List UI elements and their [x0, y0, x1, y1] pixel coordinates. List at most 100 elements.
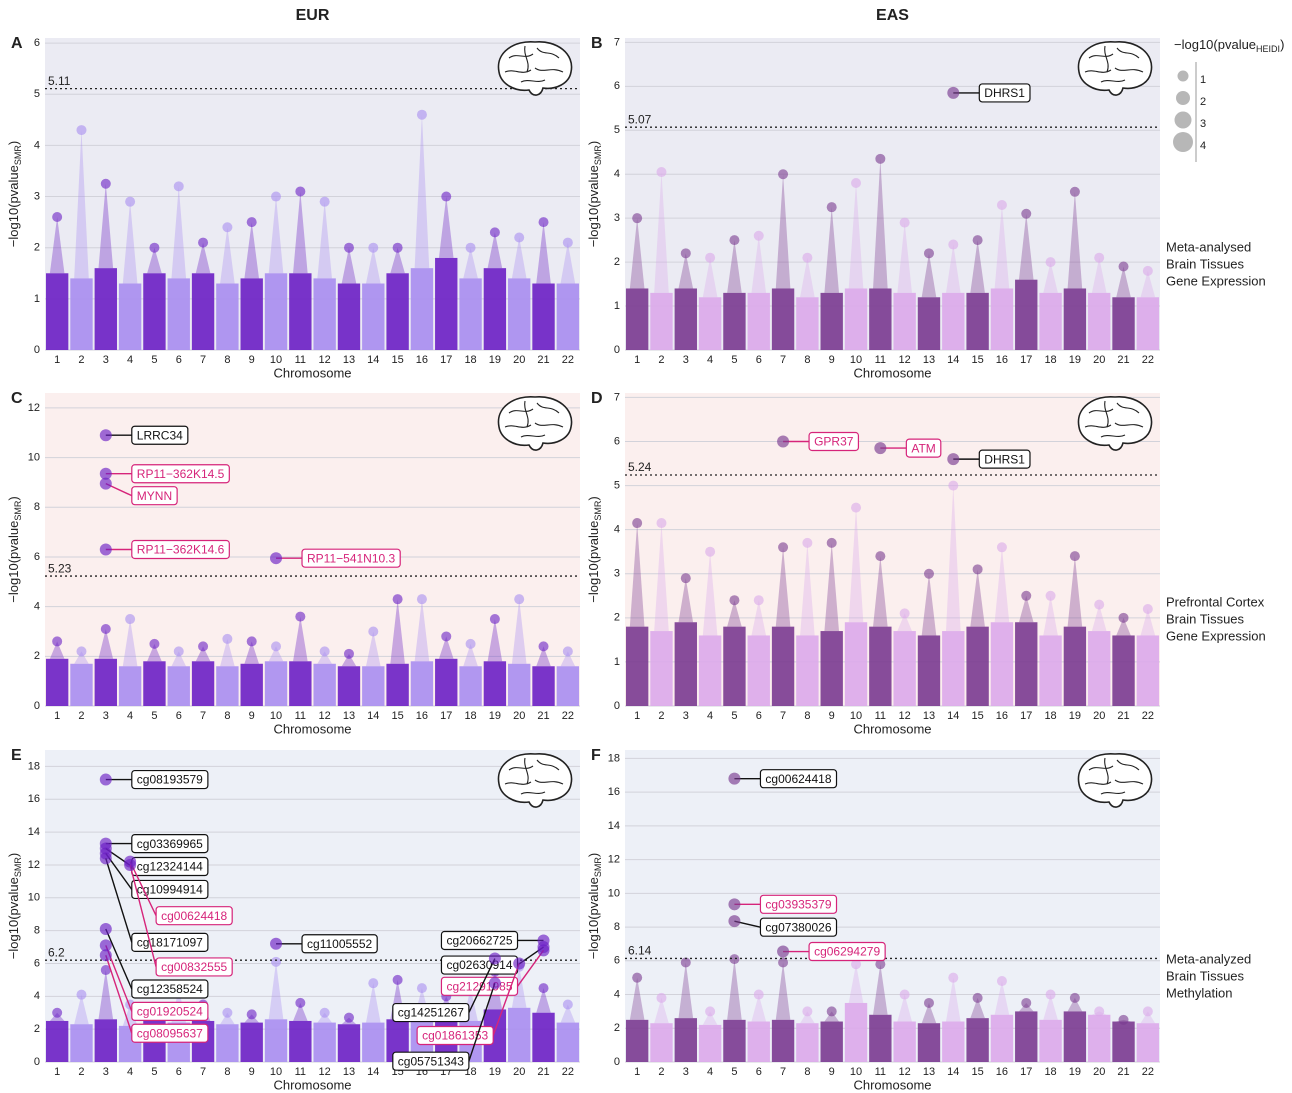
- annotated-point: [270, 938, 282, 950]
- figure: 0123456123456789101112131415161718192021…: [0, 0, 1292, 1093]
- x-tick-label: 22: [1142, 354, 1154, 366]
- annotated-point: [728, 898, 740, 910]
- snp-cloud: [362, 1023, 384, 1062]
- peak-point: [466, 243, 476, 253]
- peak-point: [125, 614, 135, 624]
- snp-cloud: [893, 1022, 915, 1062]
- x-tick-label: 21: [1117, 710, 1129, 722]
- x-tick-label: 13: [923, 354, 935, 366]
- y-axis-label: −log10(pvalueSMR): [6, 853, 23, 959]
- x-tick-label: 8: [224, 1066, 230, 1078]
- snp-cloud: [313, 1023, 335, 1062]
- snp-cloud: [699, 1025, 721, 1062]
- peak-point: [997, 200, 1007, 210]
- peak-point: [924, 569, 934, 579]
- snp-cloud: [143, 661, 165, 706]
- snp-cloud: [168, 278, 190, 350]
- x-tick-label: 12: [319, 1066, 331, 1078]
- x-axis-label: Chromosome: [853, 721, 931, 736]
- x-tick-label: 2: [658, 1066, 664, 1078]
- peak-point: [729, 595, 739, 605]
- y-tick-label: 1: [614, 300, 620, 312]
- y-tick-label: 2: [34, 650, 40, 662]
- peak-point: [973, 235, 983, 245]
- x-tick-label: 5: [731, 710, 737, 722]
- y-tick-label: 7: [614, 36, 620, 48]
- point-label: cg03369965: [137, 837, 203, 851]
- y-tick-label: 2: [34, 1023, 40, 1035]
- peak-point: [851, 503, 861, 513]
- annotated-point: [489, 977, 501, 989]
- peak-point: [1143, 604, 1153, 614]
- peak-point: [441, 631, 451, 641]
- peak-point: [1119, 262, 1129, 272]
- snp-cloud: [966, 293, 988, 350]
- peak-point: [656, 167, 666, 177]
- peak-point: [632, 973, 642, 983]
- y-axis-label: −log10(pvalueSMR): [586, 496, 603, 602]
- annotated-point: [777, 946, 789, 958]
- point-label: LRRC34: [137, 428, 183, 442]
- y-tick-label: 2: [614, 256, 620, 268]
- snp-cloud: [1112, 297, 1134, 350]
- y-axis-label: −log10(pvalueSMR): [6, 496, 23, 602]
- snp-cloud: [723, 627, 745, 706]
- snp-cloud: [386, 664, 408, 706]
- peak-point: [705, 1006, 715, 1016]
- y-tick-label: 4: [614, 168, 620, 180]
- snp-cloud: [70, 1024, 92, 1062]
- peak-point: [295, 998, 305, 1008]
- snp-cloud: [772, 1020, 794, 1062]
- snp-cloud: [313, 278, 335, 350]
- snp-cloud: [966, 1018, 988, 1062]
- x-tick-label: 22: [562, 354, 574, 366]
- y-tick-label: 4: [34, 990, 40, 1002]
- x-tick-label: 6: [176, 710, 182, 722]
- snp-cloud: [192, 661, 214, 706]
- y-tick-label: 5: [614, 479, 620, 491]
- peak-point: [632, 213, 642, 223]
- y-tick-label: 12: [28, 402, 40, 414]
- annotated-point: [270, 552, 282, 564]
- snp-cloud: [95, 1019, 117, 1062]
- y-tick-label: 16: [28, 793, 40, 805]
- size-legend-label: 4: [1200, 140, 1206, 152]
- x-tick-label: 17: [440, 710, 452, 722]
- y-axis-label: −log10(pvalueSMR): [586, 853, 603, 959]
- snp-cloud: [435, 258, 457, 350]
- peak-point: [656, 993, 666, 1003]
- peak-point: [76, 990, 86, 1000]
- peak-point: [125, 197, 135, 207]
- snp-cloud: [845, 622, 867, 706]
- snp-cloud: [192, 273, 214, 350]
- x-tick-label: 9: [829, 1066, 835, 1078]
- row-description: Gene Expression: [1166, 273, 1266, 288]
- snp-cloud: [459, 278, 481, 350]
- peak-point: [198, 238, 208, 248]
- row-description: Brain Tissues: [1166, 256, 1245, 271]
- peak-point: [827, 538, 837, 548]
- x-tick-label: 6: [176, 354, 182, 366]
- x-tick-label: 10: [850, 354, 862, 366]
- peak-point: [997, 976, 1007, 986]
- x-tick-label: 8: [804, 1066, 810, 1078]
- x-tick-label: 10: [270, 1066, 282, 1078]
- snp-cloud: [338, 666, 360, 706]
- snp-cloud: [1015, 280, 1037, 350]
- annotated-point: [947, 453, 959, 465]
- size-legend-title: −log10(pvalueHEIDI): [1174, 37, 1284, 54]
- x-tick-label: 4: [127, 354, 133, 366]
- x-tick-label: 6: [756, 1066, 762, 1078]
- x-tick-label: 3: [683, 1066, 689, 1078]
- snp-cloud: [557, 284, 579, 350]
- y-axis-label-part: ): [586, 853, 601, 857]
- snp-cloud: [411, 268, 433, 350]
- x-tick-label: 10: [850, 710, 862, 722]
- snp-cloud: [675, 1018, 697, 1062]
- x-tick-label: 2: [78, 710, 84, 722]
- annotated-point: [100, 774, 112, 786]
- peak-point: [52, 212, 62, 222]
- x-tick-label: 19: [1069, 710, 1081, 722]
- y-tick-label: 7: [614, 391, 620, 403]
- y-tick-label: 2: [614, 612, 620, 624]
